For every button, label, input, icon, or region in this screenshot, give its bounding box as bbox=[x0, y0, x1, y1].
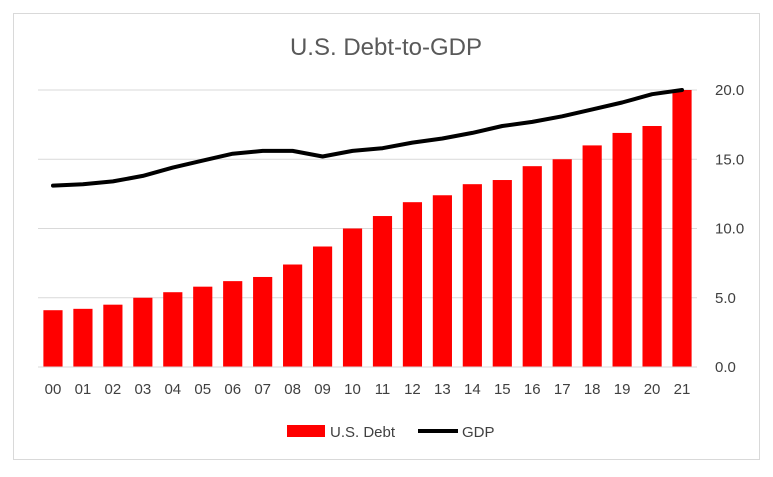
debt-bar bbox=[163, 292, 183, 367]
y-tick-label: 15.0 bbox=[715, 151, 744, 168]
x-tick-label: 07 bbox=[254, 381, 271, 398]
debt-bar bbox=[283, 264, 303, 367]
debt-bar bbox=[642, 126, 662, 367]
debt-bar bbox=[372, 216, 393, 367]
x-tick-label: 04 bbox=[164, 381, 181, 398]
x-tick-label: 02 bbox=[105, 381, 122, 398]
y-tick-labels: 0.0 5.0 10.0 15.0 20.0 bbox=[715, 82, 744, 376]
x-tick-label: 14 bbox=[464, 381, 481, 398]
y-tick-label: 10.0 bbox=[715, 221, 744, 238]
debt-bar bbox=[73, 308, 93, 367]
chart-title: U.S. Debt-to-GDP bbox=[290, 34, 482, 61]
debt-bar bbox=[342, 228, 363, 367]
legend-debt-label: U.S. Debt bbox=[330, 424, 396, 441]
x-tick-labels: 00 01 02 03 04 05 06 07 08 09 10 11 12 13 14 15 16 17 18 19… bbox=[45, 381, 691, 398]
debt-bar bbox=[402, 202, 423, 367]
legend-debt-swatch bbox=[287, 425, 325, 437]
x-tick-label: 18 bbox=[584, 381, 601, 398]
debt-bar bbox=[612, 132, 632, 367]
debt-bar bbox=[672, 90, 692, 367]
x-tick-label: 17 bbox=[554, 381, 571, 398]
x-tick-label: 15 bbox=[494, 381, 511, 398]
debt-bar bbox=[582, 145, 602, 367]
y-tick-label: 20.0 bbox=[715, 82, 744, 99]
x-tick-label: 01 bbox=[75, 381, 92, 398]
x-tick-label: 08 bbox=[284, 381, 301, 398]
x-tick-label: 03 bbox=[134, 381, 151, 398]
debt-bar bbox=[193, 286, 213, 367]
debt-bar bbox=[492, 180, 512, 367]
debt-bar bbox=[103, 304, 123, 367]
debt-bar bbox=[223, 281, 243, 367]
debt-bar bbox=[253, 276, 273, 367]
debt-bar bbox=[432, 195, 452, 367]
y-tick-label: 5.0 bbox=[715, 290, 736, 307]
x-tick-label: 09 bbox=[314, 381, 331, 398]
legend: U.S. Debt GDP bbox=[287, 424, 495, 441]
debt-bar bbox=[462, 184, 482, 367]
x-tick-label: 05 bbox=[194, 381, 211, 398]
x-tick-label: 21 bbox=[674, 381, 691, 398]
x-tick-label: 11 bbox=[375, 381, 391, 398]
debt-bar bbox=[552, 159, 572, 367]
legend-gdp-label: GDP bbox=[462, 424, 495, 441]
debt-bars bbox=[43, 90, 692, 367]
x-tick-label: 06 bbox=[224, 381, 241, 398]
x-tick-label: 19 bbox=[614, 381, 631, 398]
debt-bar bbox=[133, 297, 153, 367]
debt-bar bbox=[43, 310, 63, 367]
debt-bar bbox=[312, 246, 333, 367]
x-tick-label: 20 bbox=[644, 381, 661, 398]
gdp-series-line bbox=[51, 88, 684, 188]
x-tick-label: 13 bbox=[434, 381, 451, 398]
y-tick-label: 0.0 bbox=[715, 359, 736, 376]
x-tick-label: 12 bbox=[404, 381, 421, 398]
x-tick-label: 16 bbox=[524, 381, 541, 398]
debt-bar bbox=[522, 166, 542, 367]
x-tick-label: 10 bbox=[344, 381, 361, 398]
x-tick-label: 00 bbox=[45, 381, 62, 398]
